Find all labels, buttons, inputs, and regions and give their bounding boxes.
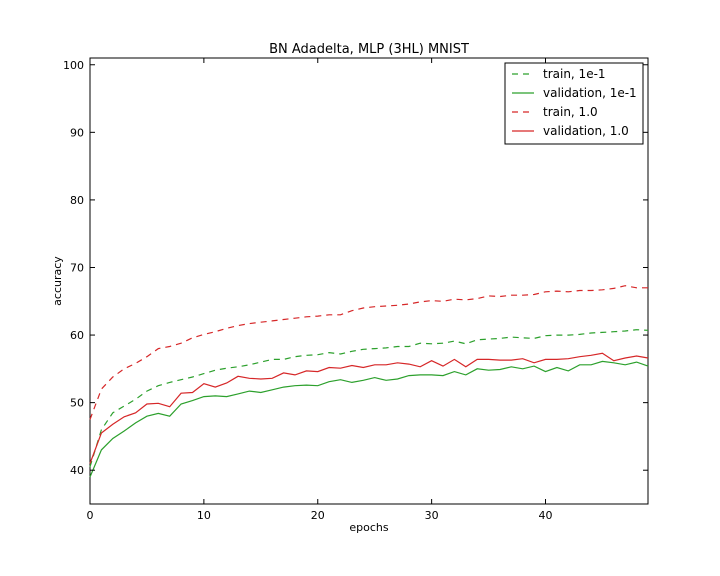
legend-label-2: validation, 1e-1 — [543, 86, 637, 100]
legend-label-1: train, 1e-1 — [543, 67, 606, 81]
y-tick-label: 80 — [70, 194, 84, 207]
legend: train, 1e-1 validation, 1e-1 train, 1.0 val… — [504, 62, 644, 145]
x-axis-label: epochs — [349, 521, 388, 534]
x-tick-label: 30 — [425, 509, 439, 522]
series-line-4 — [89, 352, 649, 464]
y-tick-label: 60 — [70, 329, 84, 342]
x-tick-label: 0 — [87, 509, 94, 522]
y-tick-label: 50 — [70, 397, 84, 410]
series-layer — [89, 285, 649, 478]
chart-title: BN Adadelta, MLP (3HL) MNIST — [269, 42, 469, 57]
x-tick-label: 40 — [539, 509, 553, 522]
y-tick-label: 90 — [70, 126, 84, 139]
y-tick-label: 100 — [63, 59, 84, 72]
legend-label-4: validation, 1.0 — [543, 124, 629, 138]
y-axis-ticks: 40 50 60 70 80 90 100 — [63, 59, 648, 477]
x-tick-label: 20 — [311, 509, 325, 522]
series-line-2 — [89, 360, 649, 478]
x-tick-label: 10 — [197, 509, 211, 522]
series-line-1 — [89, 329, 649, 467]
y-tick-label: 70 — [70, 261, 84, 274]
y-axis-label: accuracy — [51, 256, 64, 306]
series-line-3 — [89, 285, 648, 420]
legend-label-3: train, 1.0 — [543, 105, 598, 119]
x-axis-ticks: 0 10 20 30 40 — [87, 58, 553, 522]
y-tick-label: 40 — [70, 464, 84, 477]
